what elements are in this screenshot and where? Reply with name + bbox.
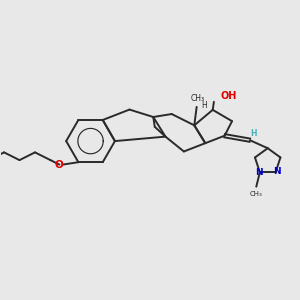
Text: H: H bbox=[202, 101, 207, 110]
Text: CH₃: CH₃ bbox=[190, 94, 204, 103]
Text: O: O bbox=[55, 160, 64, 170]
Text: N: N bbox=[273, 167, 280, 176]
Text: H: H bbox=[250, 129, 257, 138]
Text: OH: OH bbox=[221, 91, 237, 101]
Text: N: N bbox=[255, 168, 262, 177]
Text: CH₃: CH₃ bbox=[250, 191, 262, 197]
